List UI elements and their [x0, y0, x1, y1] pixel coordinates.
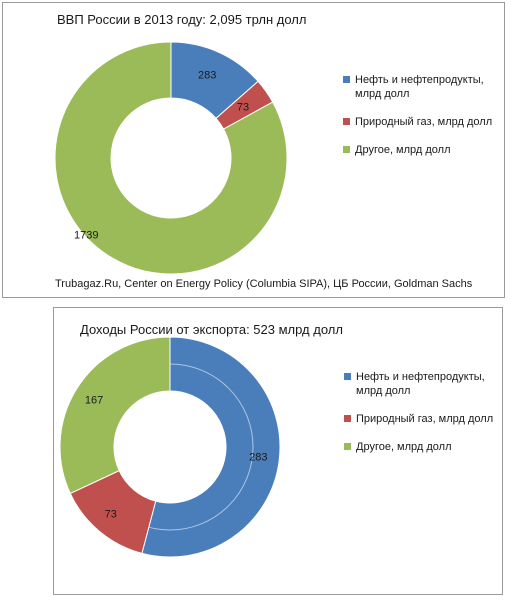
- gdp-legend: Нефть и нефтепродукты, млрд долл Природн…: [343, 73, 493, 171]
- legend-label-gas: Природный газ, млрд долл: [356, 413, 494, 425]
- legend-item-other: Другое, млрд долл: [343, 143, 493, 157]
- data-label-gas: 73: [105, 509, 117, 521]
- legend-label-other: Другое, млрд долл: [355, 144, 451, 156]
- slice-other: [54, 41, 288, 275]
- legend-swatch-oil: [344, 373, 351, 380]
- legend-label-oil: Нефть и нефтепродукты, млрд долл: [356, 371, 485, 397]
- data-label-oil: 283: [249, 452, 267, 464]
- slice-other: [59, 336, 171, 495]
- export-chart-panel: Доходы России от экспорта: 523 млрд долл…: [53, 307, 503, 595]
- legend-label-gas: Природный газ, млрд долл: [355, 116, 493, 128]
- data-label-gas: 73: [237, 101, 249, 113]
- data-label-other: 167: [85, 394, 103, 406]
- legend-item-other: Другое, млрд долл: [344, 440, 494, 454]
- legend-label-other: Другое, млрд долл: [356, 441, 452, 453]
- legend-item-gas: Природный газ, млрд долл: [344, 412, 494, 426]
- legend-swatch-other: [343, 146, 350, 153]
- data-label-oil: 283: [198, 70, 216, 82]
- legend-item-oil: Нефть и нефтепродукты, млрд долл: [344, 370, 494, 398]
- slice-oil: [141, 336, 281, 558]
- legend-swatch-oil: [343, 76, 350, 83]
- export-legend: Нефть и нефтепродукты, млрд долл Природн…: [344, 370, 494, 468]
- legend-swatch-gas: [344, 415, 351, 422]
- data-label-other: 1739: [74, 230, 98, 242]
- gdp-chart-title: ВВП России в 2013 году: 2,095 трлн долл: [57, 12, 307, 27]
- legend-swatch-gas: [343, 118, 350, 125]
- gdp-chart-panel: ВВП России в 2013 году: 2,095 трлн долл …: [2, 2, 505, 298]
- legend-item-gas: Природный газ, млрд долл: [343, 115, 493, 129]
- legend-item-oil: Нефть и нефтепродукты, млрд долл: [343, 73, 493, 101]
- legend-label-oil: Нефть и нефтепродукты, млрд долл: [355, 74, 484, 100]
- legend-swatch-other: [344, 443, 351, 450]
- gdp-donut-chart: 283 73 1739: [54, 41, 288, 275]
- export-chart-title: Доходы России от экспорта: 523 млрд долл: [80, 322, 343, 337]
- gdp-chart-source: Trubagaz.Ru, Center on Energy Policy (Co…: [55, 278, 473, 290]
- export-donut-chart: 283 73 167: [59, 336, 281, 558]
